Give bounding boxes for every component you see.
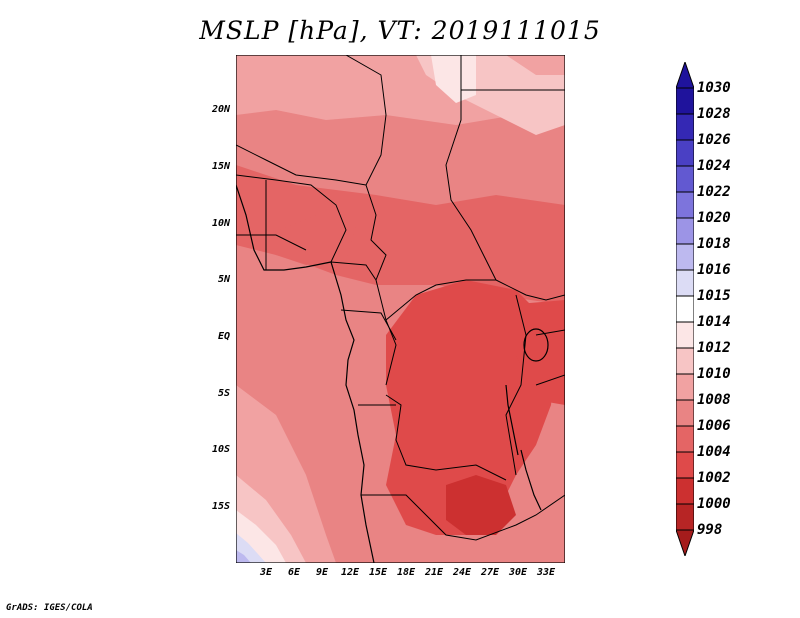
- colorbar-label-1026: 1026: [697, 132, 731, 148]
- grads-credit: GrADS: IGES/COLA: [6, 603, 93, 613]
- pressure-map: [236, 55, 565, 563]
- field-1006-sahel: [236, 165, 565, 305]
- lat-label-eq: EQ: [217, 331, 230, 342]
- colorbar-label-1018: 1018: [697, 236, 731, 252]
- colorbar-label-1014: 1014: [697, 314, 731, 330]
- colorbar-1004-1002: [676, 451, 694, 479]
- colorbar-1016-1015: [676, 269, 694, 297]
- colorbar-1010-1008: [676, 373, 694, 401]
- lat-label-15s: 15S: [211, 501, 230, 512]
- lon-label-33e: 33E: [536, 567, 556, 578]
- lon-label-9e: 9E: [315, 567, 329, 578]
- lat-label-10s: 10S: [211, 444, 230, 455]
- colorbar-label-998: 998: [697, 522, 723, 538]
- lon-label-3e: 3E: [259, 567, 273, 578]
- coastline: [236, 184, 375, 563]
- colorbar-1024-1022: [676, 165, 694, 193]
- lat-label-5s: 5S: [217, 388, 230, 399]
- lon-label-18e: 18E: [396, 567, 416, 578]
- field-1002-zambia: [446, 475, 516, 535]
- country-borders: [236, 55, 565, 541]
- colorbar-label-1020: 1020: [697, 210, 731, 226]
- lon-label-12e: 12E: [340, 567, 360, 578]
- lon-label-15e: 15E: [368, 567, 388, 578]
- colorbar-label-1030: 1030: [697, 80, 731, 96]
- colorbar-label-1010: 1010: [697, 366, 731, 382]
- colorbar-label-1016: 1016: [697, 262, 731, 278]
- field-1004-congo: [386, 280, 556, 535]
- colorbar-1002-1000: [676, 477, 694, 505]
- colorbar-label-1024: 1024: [697, 158, 731, 174]
- colorbar-1000-998: [676, 503, 694, 531]
- field-1018-sw: [236, 550, 251, 563]
- colorbar-label-1004: 1004: [697, 444, 731, 460]
- colorbar-label-1028: 1028: [697, 106, 731, 122]
- colorbar-1012-1010: [676, 347, 694, 375]
- colorbar-label-1002: 1002: [697, 470, 731, 486]
- colorbar-bottom-arrow: [676, 529, 694, 556]
- colorbar-1028-1026: [676, 113, 694, 141]
- lon-label-27e: 27E: [480, 567, 500, 578]
- colorbar-label-1000: 1000: [697, 496, 731, 512]
- colorbar-1022-1020: [676, 191, 694, 219]
- colorbar-label-1008: 1008: [697, 392, 731, 408]
- lon-label-30e: 30E: [508, 567, 528, 578]
- lat-label-20n: 20N: [211, 104, 230, 115]
- chart-title: MSLP [hPa], VT: 2019111015: [199, 16, 601, 45]
- colorbar-label-1006: 1006: [697, 418, 731, 434]
- colorbar-1006-1004: [676, 425, 694, 453]
- colorbar-label-1012: 1012: [697, 340, 731, 356]
- colorbar-1008-1006: [676, 399, 694, 427]
- lon-label-6e: 6E: [287, 567, 301, 578]
- colorbar-1014-1012: [676, 321, 694, 349]
- field-1004-east: [506, 300, 565, 405]
- lat-label-15n: 15N: [211, 161, 230, 172]
- colorbar-1015-1014: [676, 295, 694, 323]
- colorbar: [676, 62, 694, 556]
- lat-label-5n: 5N: [217, 274, 230, 285]
- field-1014-north: [431, 55, 476, 103]
- field-1006-west: [266, 215, 356, 265]
- colorbar-1020-1018: [676, 217, 694, 245]
- lon-label-21e: 21E: [424, 567, 444, 578]
- map-canvas: [236, 55, 565, 563]
- colorbar-1026-1024: [676, 139, 694, 167]
- colorbar-top-arrow: [676, 62, 694, 89]
- colorbar-label-1022: 1022: [697, 184, 731, 200]
- lakes: [505, 328, 549, 511]
- colorbar-1018-1016: [676, 243, 694, 271]
- lat-label-10n: 10N: [211, 218, 230, 229]
- lon-label-24e: 24E: [452, 567, 472, 578]
- colorbar-label-1015: 1015: [697, 288, 731, 304]
- colorbar-1030-1028: [676, 87, 694, 115]
